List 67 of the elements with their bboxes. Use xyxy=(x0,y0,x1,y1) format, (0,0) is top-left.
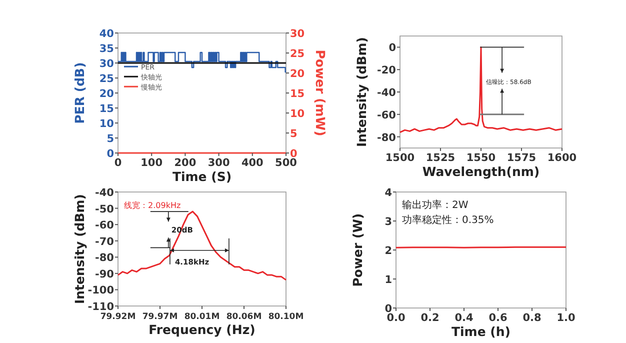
y-tick-label: -70 xyxy=(95,236,114,248)
annotation: 功率稳定性：0.35% xyxy=(402,214,494,226)
y-tick-label: 25 xyxy=(99,73,114,85)
x-tick-label: 1.0 xyxy=(556,312,576,324)
y-tick-label: 15 xyxy=(99,103,114,115)
y-tick-label: -60 xyxy=(95,220,114,232)
x-tick-label: 80.01M xyxy=(184,312,220,322)
y-tick-label: -80 xyxy=(377,132,396,144)
y-axis-title: Power (W) xyxy=(350,213,365,287)
x-tick-label: 80.06M xyxy=(226,312,262,322)
y-tick-label: 3 xyxy=(384,216,392,228)
x-tick-label: 0.0 xyxy=(386,312,406,324)
x-tick-label: 1550 xyxy=(466,152,496,164)
x-tick-label: 1500 xyxy=(385,152,415,164)
y2-tick-label: 25 xyxy=(290,48,305,60)
x-tick-label: 500 xyxy=(275,157,297,169)
y-tick-label: -40 xyxy=(95,187,114,199)
x-tick-label: 100 xyxy=(140,157,163,169)
y-tick-label: 2 xyxy=(384,245,392,257)
y-tick-label: -50 xyxy=(95,203,114,216)
y2-tick-label: 10 xyxy=(290,108,305,120)
x-tick-label: 1600 xyxy=(547,152,577,164)
line-series xyxy=(399,46,563,134)
y-tick-label: 40 xyxy=(99,28,114,40)
y-tick-label: -60 xyxy=(377,109,396,122)
y-tick-label: 20 xyxy=(99,88,114,100)
x-tick-label: 79.97M xyxy=(142,312,178,322)
annotation: 输出功率：2W xyxy=(402,199,468,211)
x-tick-label: 1525 xyxy=(426,152,456,164)
y-axis-title: Intensity (dBm) xyxy=(354,36,369,148)
x-tick-label: 79.92M xyxy=(100,312,136,322)
y-tick-label: 5 xyxy=(106,133,114,145)
line-series xyxy=(117,210,287,281)
x-tick-label: 0.2 xyxy=(420,312,440,324)
y-tick-label: -90 xyxy=(95,268,114,280)
y-axis-title: PER (dB) xyxy=(72,62,87,124)
y-tick-label: -40 xyxy=(377,87,396,99)
x-tick-label: 0.6 xyxy=(488,312,508,324)
x-tick-label: 0 xyxy=(114,157,122,169)
y2-tick-label: 15 xyxy=(290,88,305,100)
y2-tick-label: 30 xyxy=(290,28,305,40)
y-tick-label: 10 xyxy=(99,118,114,130)
y-tick-label: -20 xyxy=(377,64,396,77)
x-axis-title: Time (h) xyxy=(452,324,510,339)
x-tick-label: 80.10M xyxy=(268,312,304,322)
y-tick-label: -100 xyxy=(88,284,114,297)
x-tick-label: 0.8 xyxy=(522,312,542,324)
y-tick-label: 0 xyxy=(388,42,396,54)
x-tick-label: 200 xyxy=(174,157,196,169)
y-tick-label: 30 xyxy=(99,58,114,70)
annotation: 线宽：2.09kHz xyxy=(124,201,181,210)
y-axis-title: Intensity (dBm) xyxy=(72,194,87,304)
x-tick-label: 400 xyxy=(241,157,264,169)
x-tick-label: 300 xyxy=(208,157,230,169)
x-axis-title: Frequency (Hz) xyxy=(148,322,256,337)
x-tick-label: 1575 xyxy=(506,152,536,164)
y-tick-label: -80 xyxy=(95,252,114,264)
x-axis-title: Time (S) xyxy=(172,169,232,184)
x-axis-title: Wavelength(nm) xyxy=(422,164,540,179)
y-tick-label: 1 xyxy=(384,274,392,286)
y2-axis-title: Power (mW) xyxy=(313,50,328,136)
y-tick-label: -110 xyxy=(88,301,114,313)
y2-tick-label: 5 xyxy=(290,128,298,140)
y-tick-label: 4 xyxy=(384,187,392,199)
x-tick-label: 0.4 xyxy=(454,312,474,324)
y-tick-label: 35 xyxy=(99,43,114,55)
y2-tick-label: 20 xyxy=(290,68,305,80)
